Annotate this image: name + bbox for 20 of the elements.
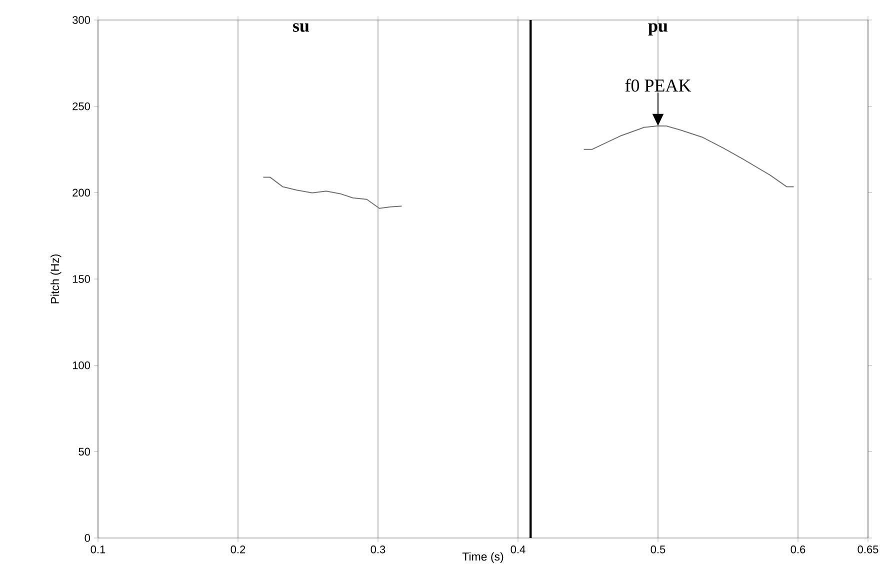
y-tick-label: 100 — [72, 361, 90, 370]
line-series — [262, 176, 402, 209]
annotation: f0 PEAK — [625, 78, 692, 92]
x-tick-label: 0.5 — [650, 546, 666, 554]
y-tick-label: 250 — [72, 102, 90, 110]
x-tick-label: 0.65 — [858, 546, 878, 554]
y-tick-label: 300 — [72, 16, 90, 24]
x-axis-title: Time (s) — [462, 552, 504, 563]
y-tick-label: 150 — [72, 275, 90, 283]
y-tick-label: 0 — [84, 534, 90, 542]
annotation: su — [293, 23, 310, 32]
x-tick-label: 0.3 — [370, 546, 386, 554]
annotation: pu — [648, 23, 668, 36]
x-tick-label: 0.2 — [230, 546, 246, 554]
y-axis-title: Pitch (Hz) — [50, 254, 62, 304]
y-tick-label: 200 — [72, 188, 90, 197]
x-tick-label: 0.1 — [90, 546, 106, 554]
x-tick-label: 0.6 — [790, 546, 806, 554]
y-tick-label: 50 — [78, 448, 90, 456]
x-tick-label: 0.4 — [510, 546, 526, 554]
